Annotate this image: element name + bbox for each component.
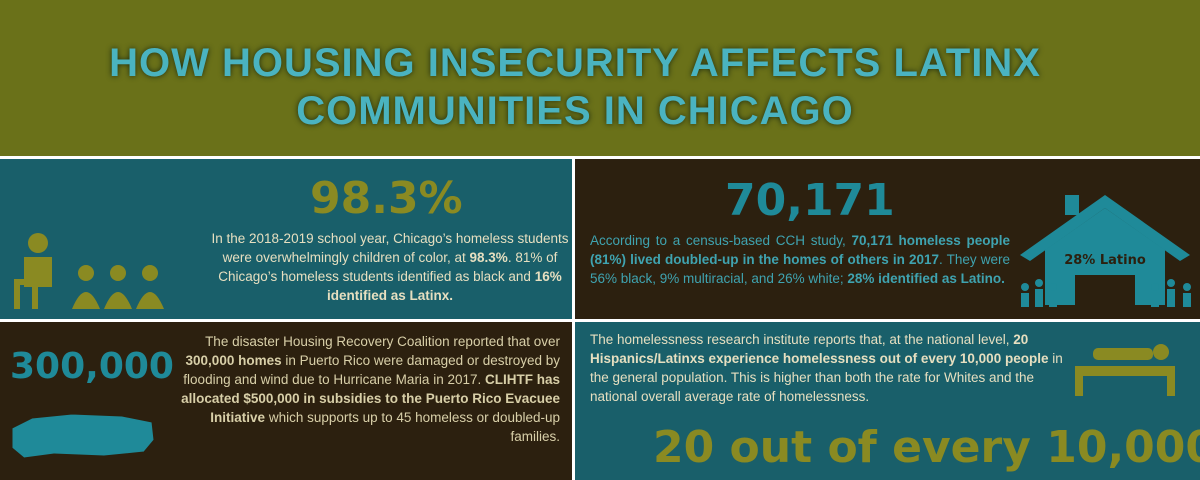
puerto-rico-map bbox=[11, 413, 155, 459]
text: CLIHTF has allocated $500,000 in subsidi… bbox=[181, 372, 560, 425]
text: in the general population. This is highe… bbox=[590, 351, 1063, 404]
text: . They were 56% black, 9% multiracial, a… bbox=[590, 252, 1010, 286]
text: 98.3% bbox=[469, 250, 508, 265]
icon-label: 28% Latino bbox=[1064, 253, 1146, 268]
text: which supports up to 45 homeless or doub… bbox=[265, 410, 560, 444]
description: According to a census-based CCH study, 7… bbox=[590, 231, 1010, 288]
text: 300,000 homes bbox=[185, 353, 282, 368]
bed-icon bbox=[1075, 344, 1175, 396]
title-line: COMMUNITIES IN CHICAGO bbox=[296, 89, 854, 133]
description: The disaster Housing Recovery Coalition … bbox=[180, 332, 560, 446]
text: 16% identified as Latinx. bbox=[326, 269, 562, 303]
house-icon: 28% Latino bbox=[1020, 195, 1191, 307]
title-line: HOW HOUSING INSECURITY AFFECTS LATINX bbox=[109, 41, 1041, 85]
text: in Puerto Rico were damaged or destroyed… bbox=[183, 353, 560, 387]
stat: 20 out of every 10,000 bbox=[653, 422, 1200, 473]
text: 28% identified as Latino. bbox=[847, 271, 1005, 286]
text: According to a census-based CCH study, bbox=[590, 233, 852, 248]
panel: The homelessness research institute repo… bbox=[575, 322, 1200, 480]
children-icon bbox=[14, 233, 164, 309]
text: The homelessness research institute repo… bbox=[590, 332, 1014, 347]
panel: 70,171 According to a census-based CCH s… bbox=[575, 159, 1200, 319]
stat: 98.3% bbox=[310, 173, 463, 224]
text: 70,171 homeless people (81%) lived doubl… bbox=[590, 233, 1010, 267]
text: 20 Hispanics/Latinxs experience homeless… bbox=[590, 332, 1049, 366]
text: In the 2018-2019 school year, Chicago’s … bbox=[211, 231, 569, 265]
stat: 300,000 bbox=[10, 346, 174, 387]
text: . 81% of Chicago’s homeless students ide… bbox=[218, 250, 558, 284]
header: HOW HOUSING INSECURITY AFFECTS LATINX CO… bbox=[0, 0, 1200, 156]
description: In the 2018-2019 school year, Chicago’s … bbox=[210, 229, 570, 305]
description: The homelessness research institute repo… bbox=[590, 330, 1080, 406]
panel: 98.3% In the 2018-2019 school year, Chic… bbox=[0, 159, 572, 319]
text: The disaster Housing Recovery Coalition … bbox=[205, 334, 560, 349]
stat: 70,171 bbox=[725, 175, 895, 226]
panel: 300,000 The disaster Housing Recovery Co… bbox=[0, 322, 572, 480]
